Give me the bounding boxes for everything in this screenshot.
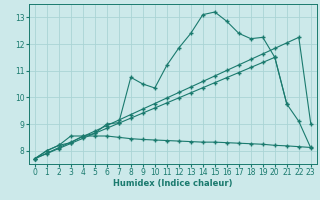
X-axis label: Humidex (Indice chaleur): Humidex (Indice chaleur) bbox=[113, 179, 233, 188]
